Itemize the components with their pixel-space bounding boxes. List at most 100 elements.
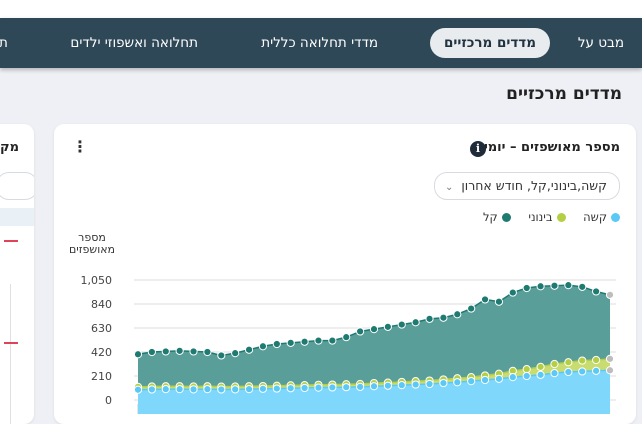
data-point (203, 347, 212, 357)
data-point (439, 313, 448, 322)
data-point (453, 378, 462, 387)
data-point (342, 383, 351, 392)
data-point (314, 336, 323, 345)
data-point (480, 375, 490, 385)
card-title: מספר מאושפזים – יומי (483, 140, 620, 155)
data-point (564, 367, 573, 377)
data-point (217, 385, 226, 394)
nav-item-general-morbidity[interactable]: מדדי תחלואה כללית (261, 35, 378, 51)
hospitalized-area-chart: 0 210 420 630 840 1,050 (81, 274, 616, 414)
nav-item-overview[interactable]: מבט על (577, 35, 624, 51)
y-tick-label: 210 (91, 370, 112, 383)
data-point (175, 346, 184, 355)
data-point (397, 381, 406, 390)
data-point (439, 378, 448, 388)
data-point (592, 287, 601, 296)
data-point (161, 385, 170, 394)
nav-item-children-hospitalization[interactable]: תחלואה ואשפוזי ילדים (70, 35, 198, 51)
data-point (411, 318, 420, 327)
side-gridline (10, 284, 11, 424)
data-point (536, 282, 545, 291)
data-point (425, 379, 434, 389)
nav-item-overflow[interactable]: ת (0, 35, 8, 51)
hospitalized-daily-card: מספר מאושפזים – יומי i ⋮ קשה,בינוני,קל, … (54, 124, 636, 424)
chevron-down-icon: ⌄ (445, 182, 454, 193)
data-point (453, 310, 462, 319)
legend-item-severe[interactable]: קשה (583, 210, 620, 224)
filter-dropdown[interactable]: קשה,בינוני,קל, חודש אחרון ⌄ (434, 172, 620, 200)
data-point (300, 383, 309, 393)
y-tick-label: 630 (91, 322, 112, 335)
side-card-title: מק (0, 140, 19, 155)
data-point (522, 283, 531, 293)
data-point (578, 367, 587, 376)
legend-dot-medium (556, 213, 566, 222)
series-area (138, 370, 610, 414)
y-axis-title-line1: מספר (78, 231, 106, 244)
data-point (550, 281, 559, 290)
side-info-row (0, 208, 34, 226)
data-point (342, 333, 351, 342)
data-point (147, 347, 156, 357)
side-red-line (4, 240, 18, 242)
data-point (550, 369, 559, 378)
data-point (578, 282, 587, 291)
data-point (300, 337, 309, 346)
data-point (217, 351, 226, 360)
data-point (397, 320, 406, 329)
data-point (147, 385, 156, 394)
data-point (258, 384, 268, 393)
data-point (592, 366, 601, 375)
data-point (328, 336, 337, 345)
legend-label-light: קל (483, 210, 498, 224)
legend-item-medium[interactable]: בינוני (528, 210, 566, 224)
y-tick-label: 0 (105, 394, 112, 407)
data-point (203, 385, 212, 394)
data-point (536, 370, 545, 379)
legend-dot-severe (611, 213, 620, 222)
data-point (508, 373, 517, 382)
data-point (369, 325, 379, 334)
data-point (536, 362, 545, 371)
y-axis-title-line2: מאושפזים (68, 243, 116, 256)
data-point (231, 385, 240, 394)
data-point (592, 355, 601, 365)
side-red-line-2 (4, 342, 18, 344)
data-point (161, 347, 170, 356)
chart-legend: קשה בינוני קל (469, 210, 620, 224)
data-point (578, 356, 587, 365)
nav-item-key-indicators[interactable]: מדדים מרכזיים (429, 28, 550, 58)
more-menu-icon[interactable]: ⋮ (72, 137, 88, 156)
data-point (467, 377, 476, 386)
legend-label-severe: קשה (583, 210, 607, 224)
data-point (564, 358, 573, 367)
data-point (383, 322, 392, 331)
data-point (244, 345, 254, 354)
data-point (605, 354, 615, 363)
data-point (244, 385, 254, 394)
filter-value: קשה,בינוני,קל, חודש אחרון (461, 178, 607, 193)
data-point (411, 380, 420, 389)
data-point (369, 382, 379, 391)
data-point (508, 288, 517, 297)
data-point (605, 366, 615, 375)
data-point (133, 350, 143, 359)
y-tick-label: 1,050 (81, 274, 113, 287)
window-top-strip (0, 0, 642, 18)
info-icon[interactable]: i (470, 141, 486, 157)
data-point (494, 297, 504, 306)
data-point (189, 347, 198, 356)
data-point (258, 342, 268, 351)
y-tick-label: 840 (91, 298, 112, 311)
data-point (550, 359, 559, 369)
data-point (383, 381, 392, 390)
data-point (272, 384, 281, 393)
legend-item-light[interactable]: קל (483, 210, 511, 224)
data-point (522, 365, 531, 374)
top-navigation: מבט על מדדים מרכזיים מדדי תחלואה כללית ת… (0, 18, 642, 68)
data-point (286, 338, 295, 347)
side-filter-input[interactable] (0, 172, 34, 200)
legend-label-medium: בינוני (528, 210, 553, 224)
data-point (494, 374, 504, 383)
side-card: מק (0, 124, 34, 424)
